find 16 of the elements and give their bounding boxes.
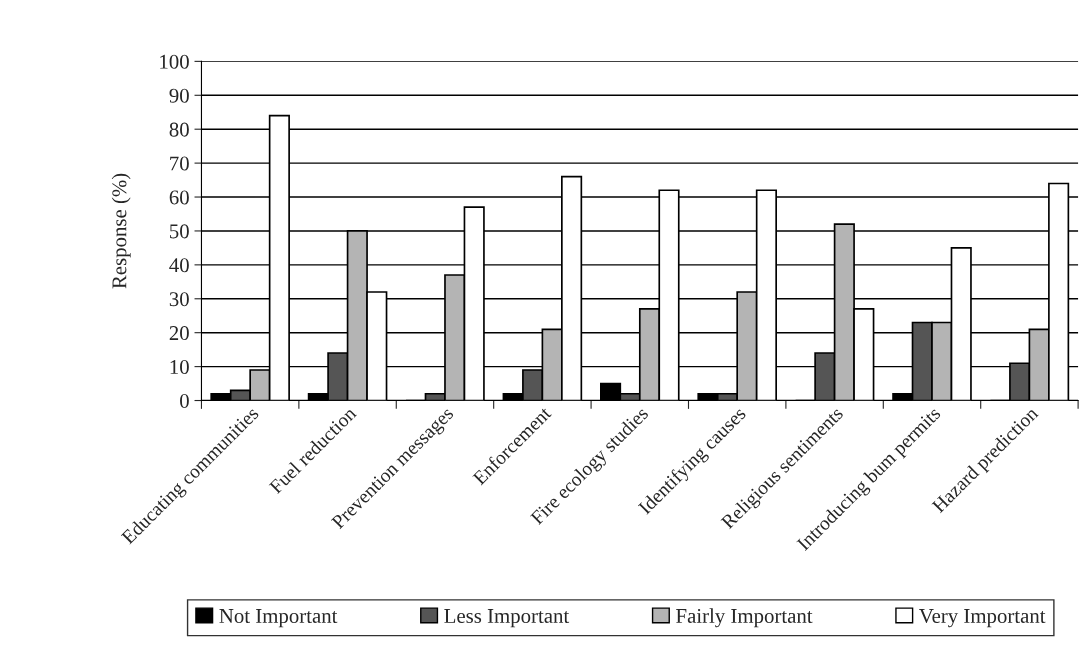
- y-tick-label: 100: [160, 54, 189, 69]
- y-axis-title: Response (%): [111, 173, 131, 289]
- y-tick-label: 10: [170, 359, 189, 375]
- y-tick-label: 0: [180, 393, 189, 408]
- y-tick-label: 60: [169, 190, 189, 205]
- legend-label: Not Important: [219, 609, 338, 628]
- y-tick-label: 90: [169, 88, 189, 103]
- y-tick-label: 40: [169, 258, 189, 273]
- legend-label: Fairly Important: [676, 608, 813, 628]
- legend-label: Less Important: [444, 609, 570, 628]
- y-tick-label: 80: [169, 122, 189, 137]
- legend-label: Very Important: [919, 609, 1046, 628]
- y-tick-label: 20: [169, 326, 189, 341]
- y-tick-label: 30: [169, 292, 189, 307]
- y-tick-label: 50: [170, 224, 189, 239]
- y-tick-label: 70: [170, 156, 189, 171]
